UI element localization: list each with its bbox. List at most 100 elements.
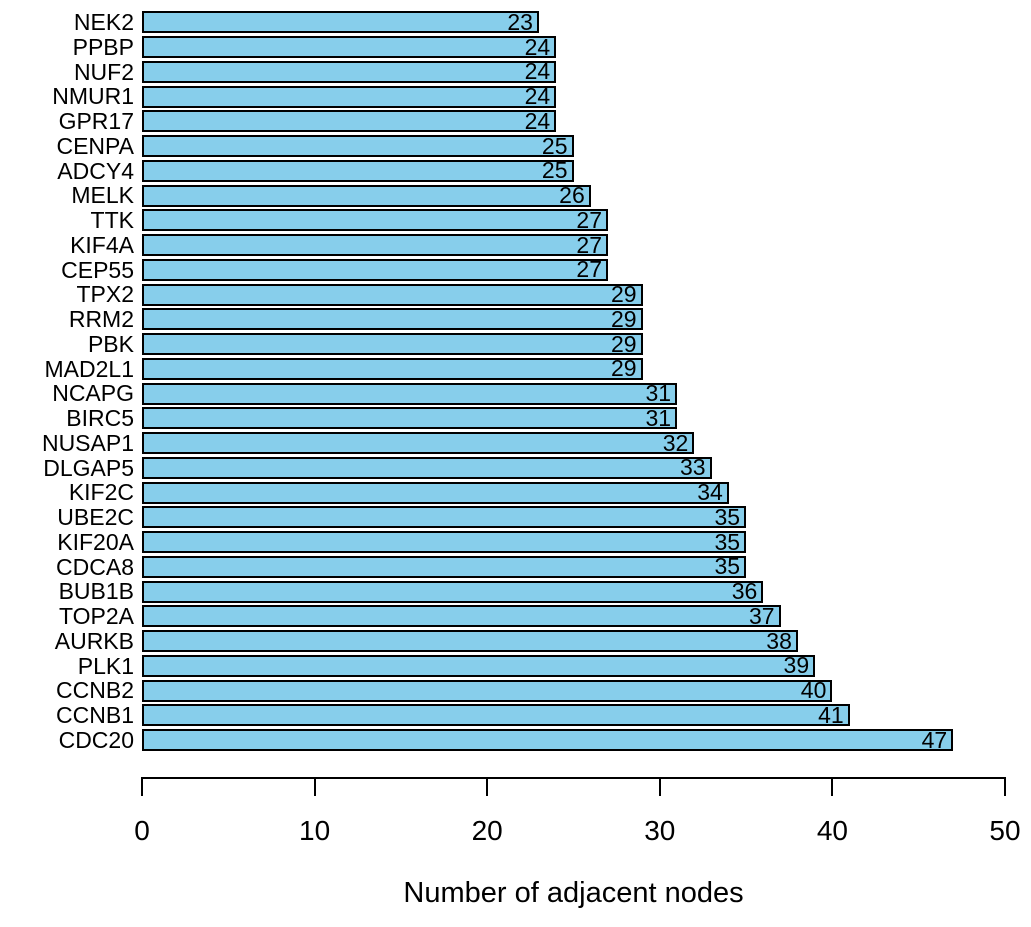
bar-value-label: 24 [524,107,551,134]
category-label: AURKB [54,627,134,654]
bar: 31 [142,380,678,407]
bar-value-label: 26 [559,182,585,209]
bar: 35 [142,553,747,580]
bar-value-label: 35 [714,528,741,555]
bar-value-label: 27 [576,256,603,283]
bar: 24 [142,85,557,108]
bar: 32 [142,429,695,456]
bar-value-label: 35 [714,503,741,530]
bar: 23 [142,8,539,35]
category-label: TOP2A [59,603,134,629]
category-label: KIF2C [68,479,134,506]
plot-area: 23 24 24 24 24 25 25 26 27 27 27 29 29 29 29 31 31 32 33 34… [142,10,1005,754]
bar-value-label: 24 [524,33,551,60]
bar: 31 [142,404,678,431]
bar: 27 [142,206,609,233]
bar-value-label: 36 [731,578,758,605]
bar-value-label: 34 [697,479,723,506]
x-axis-tick-label: 40 [816,815,848,846]
x-axis-tick-label: 50 [989,815,1021,846]
category-label: MAD2L1 [44,355,134,382]
category-labels: NEK2 PPBP NUF2 NMUR1 GPR17 CENPA ADCY4 MELK TTK K… [0,10,134,754]
bar-value-label: 29 [610,281,637,308]
bar-value-label: 29 [610,305,637,332]
bar-value-label: 41 [818,701,844,728]
category-label: KIF4A [70,231,134,258]
category-label: NUF2 [73,58,134,85]
bar: 24 [142,58,557,85]
category-label: CENPA [56,132,134,159]
bar: 36 [142,578,764,605]
category-label: NMUR1 [52,83,134,110]
x-axis-title: Number of adjacent nodes [403,877,744,909]
category-label: PBK [87,330,134,357]
category-label: NEK2 [73,9,134,35]
category-label: KIF20A [57,528,134,555]
x-axis-tick-label: 0 [134,815,150,846]
category-label: MELK [71,182,134,209]
x-axis-tick-label: 10 [299,815,331,846]
category-label: PPBP [72,33,134,60]
category-label: CDC20 [58,726,134,753]
bar: 24 [142,107,557,134]
category-label: DLGAP5 [43,454,134,481]
x-axis-tick-mark [831,777,834,796]
category-label: ADCY4 [57,157,134,184]
bar-value-label: 40 [800,677,827,704]
bar-value-label: 38 [766,627,792,654]
x-axis-tick-label: 30 [644,815,676,846]
bar: 47 [142,726,954,753]
bar-value-label: 25 [541,132,568,159]
bar: 26 [142,182,591,209]
bar-value-label: 35 [714,553,741,580]
bar: 29 [142,281,643,308]
category-label: UBE2C [57,504,134,530]
bar: 29 [142,330,643,357]
x-axis-tick-mark [141,777,143,796]
x-axis-tick-mark [486,777,489,796]
bar: 41 [142,701,850,728]
bar: 33 [142,454,712,481]
category-label: CDCA8 [56,553,134,580]
bar: 25 [142,132,574,159]
bar-value-label: 27 [576,231,603,258]
bar-value-label: 23 [507,8,533,35]
x-axis-line [142,777,1005,779]
category-label: NUSAP1 [41,429,134,456]
bar-value-label: 31 [645,404,672,431]
bar: 24 [142,33,557,60]
bar: 25 [142,157,574,184]
bar-value-label: 29 [610,355,637,382]
x-axis-tick-mark [1004,777,1006,796]
category-label: RRM2 [68,306,134,332]
bar: 35 [142,503,747,530]
category-label: BUB1B [58,578,134,605]
category-label: GPR17 [58,108,134,134]
bar: 27 [142,256,609,283]
category-label: NCAPG [52,380,134,407]
bar: 39 [142,654,816,677]
category-label: BIRC5 [66,405,134,431]
bar-value-label: 31 [645,380,672,407]
bar-value-label: 47 [921,726,948,753]
x-axis: 0 10 20 30 40 50 [134,777,1021,845]
x-axis-tick-label: 20 [471,815,503,846]
bar: 37 [142,602,781,629]
category-label: TTK [90,207,134,233]
bar: 29 [142,305,643,332]
bar-value-label: 37 [749,602,775,629]
bar-value-label: 32 [662,429,689,456]
bar: 34 [142,479,729,506]
x-axis-tick-mark [313,777,316,796]
category-label: TPX2 [76,281,134,308]
bar: 40 [142,677,833,704]
bar-value-label: 25 [541,157,568,184]
bar-value-label: 24 [524,58,551,85]
bar: 35 [142,528,747,555]
bar-value-label: 29 [610,330,637,357]
bar: 27 [142,231,609,258]
category-label: PLK1 [77,652,134,679]
bar-value-label: 27 [576,206,603,233]
bar-value-label: 33 [679,454,706,481]
bar: 29 [142,355,643,382]
